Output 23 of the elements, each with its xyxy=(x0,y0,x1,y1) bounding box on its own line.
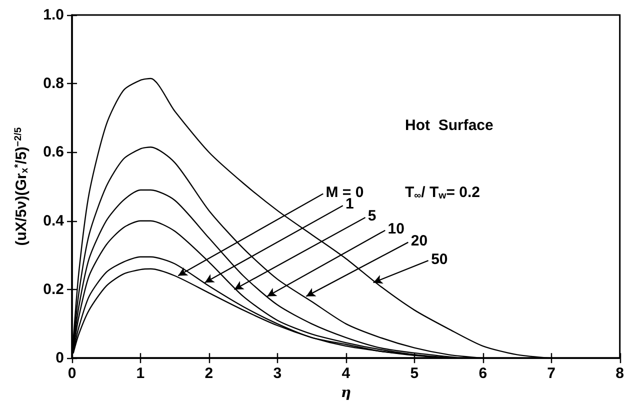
annotation: Hot Surface xyxy=(405,117,494,134)
x-tick-label: 7 xyxy=(547,365,556,382)
x-tick-label: 6 xyxy=(478,365,488,382)
y-tick-label: 1.0 xyxy=(43,6,64,24)
y-tick-label: 0.8 xyxy=(43,75,64,92)
x-tick-label: 5 xyxy=(410,365,419,382)
annotation: T∞/ Tw= 0.2 xyxy=(405,184,480,202)
x-tick-label: 1 xyxy=(136,365,145,382)
y-axis-title: (uX/5ν)(Grx*/5)−2/5 xyxy=(12,126,30,246)
x-tick-label: 8 xyxy=(616,365,624,382)
x-tick-label: 2 xyxy=(204,365,214,382)
annotation: 5 xyxy=(368,208,376,225)
annotation: 20 xyxy=(410,232,428,250)
y-tick-label: 0.4 xyxy=(43,212,65,230)
x-axis-title: η xyxy=(340,385,352,401)
y-tick-label: 0 xyxy=(56,350,64,367)
annotation: 50 xyxy=(431,251,448,268)
y-tick-label: 0.2 xyxy=(43,280,64,298)
y-tick-label: 0.6 xyxy=(43,144,64,161)
x-tick-label: 3 xyxy=(273,365,282,382)
x-tick-label: 0 xyxy=(68,365,76,382)
annotation: 10 xyxy=(388,220,404,238)
x-tick-label: 4 xyxy=(342,365,351,382)
